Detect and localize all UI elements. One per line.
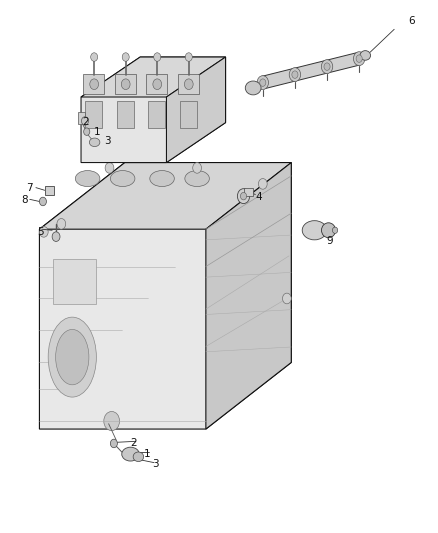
Ellipse shape xyxy=(321,223,336,238)
Polygon shape xyxy=(166,57,226,163)
Circle shape xyxy=(289,68,300,82)
Circle shape xyxy=(39,197,46,206)
Circle shape xyxy=(81,117,88,125)
Ellipse shape xyxy=(360,51,371,60)
Bar xyxy=(78,112,85,124)
Circle shape xyxy=(104,411,120,431)
Ellipse shape xyxy=(75,171,100,187)
Circle shape xyxy=(121,79,130,90)
Text: 1: 1 xyxy=(143,449,150,459)
Ellipse shape xyxy=(110,171,135,187)
Polygon shape xyxy=(39,163,291,429)
Ellipse shape xyxy=(150,171,174,187)
Bar xyxy=(85,101,102,128)
Circle shape xyxy=(105,163,114,173)
Text: 6: 6 xyxy=(408,17,415,26)
Bar xyxy=(117,101,134,128)
Ellipse shape xyxy=(245,81,261,95)
Ellipse shape xyxy=(48,317,96,397)
Bar xyxy=(178,74,199,94)
Polygon shape xyxy=(262,52,360,89)
Text: 3: 3 xyxy=(104,136,111,146)
Circle shape xyxy=(153,79,162,90)
Polygon shape xyxy=(81,57,226,97)
Text: 9: 9 xyxy=(326,236,333,246)
Circle shape xyxy=(353,52,365,66)
Circle shape xyxy=(185,53,192,61)
Text: 7: 7 xyxy=(26,183,33,192)
Circle shape xyxy=(257,76,268,90)
Circle shape xyxy=(39,227,48,237)
Circle shape xyxy=(240,192,247,200)
Ellipse shape xyxy=(56,329,89,385)
Circle shape xyxy=(321,60,333,74)
Circle shape xyxy=(154,53,161,61)
Ellipse shape xyxy=(122,447,139,461)
Circle shape xyxy=(110,439,117,448)
Bar xyxy=(45,186,54,195)
Circle shape xyxy=(258,179,267,189)
Circle shape xyxy=(84,128,90,135)
Text: 1: 1 xyxy=(94,127,101,137)
Circle shape xyxy=(91,53,98,61)
Polygon shape xyxy=(206,163,291,429)
Bar xyxy=(146,74,167,94)
Bar xyxy=(53,259,96,304)
Circle shape xyxy=(292,71,298,78)
Circle shape xyxy=(52,232,60,241)
Text: 8: 8 xyxy=(21,195,28,205)
Ellipse shape xyxy=(89,138,100,147)
Text: 4: 4 xyxy=(255,192,262,202)
Circle shape xyxy=(237,189,250,204)
Text: 3: 3 xyxy=(152,459,159,469)
Circle shape xyxy=(324,63,330,70)
Circle shape xyxy=(332,227,338,233)
Circle shape xyxy=(193,163,201,173)
Circle shape xyxy=(90,79,99,90)
Text: 5: 5 xyxy=(37,227,44,237)
Circle shape xyxy=(356,55,362,62)
Text: 2: 2 xyxy=(130,439,137,448)
Polygon shape xyxy=(39,163,291,229)
Circle shape xyxy=(57,219,66,229)
Ellipse shape xyxy=(302,221,327,240)
Bar xyxy=(148,101,165,128)
Ellipse shape xyxy=(133,452,144,462)
Circle shape xyxy=(184,79,193,90)
Bar xyxy=(180,101,197,128)
Bar xyxy=(83,74,104,94)
Circle shape xyxy=(260,79,266,86)
Circle shape xyxy=(122,53,129,61)
Polygon shape xyxy=(81,57,226,163)
Text: 2: 2 xyxy=(82,117,89,126)
Ellipse shape xyxy=(185,171,209,187)
Circle shape xyxy=(283,293,291,304)
Bar xyxy=(244,188,253,196)
Bar xyxy=(115,74,136,94)
